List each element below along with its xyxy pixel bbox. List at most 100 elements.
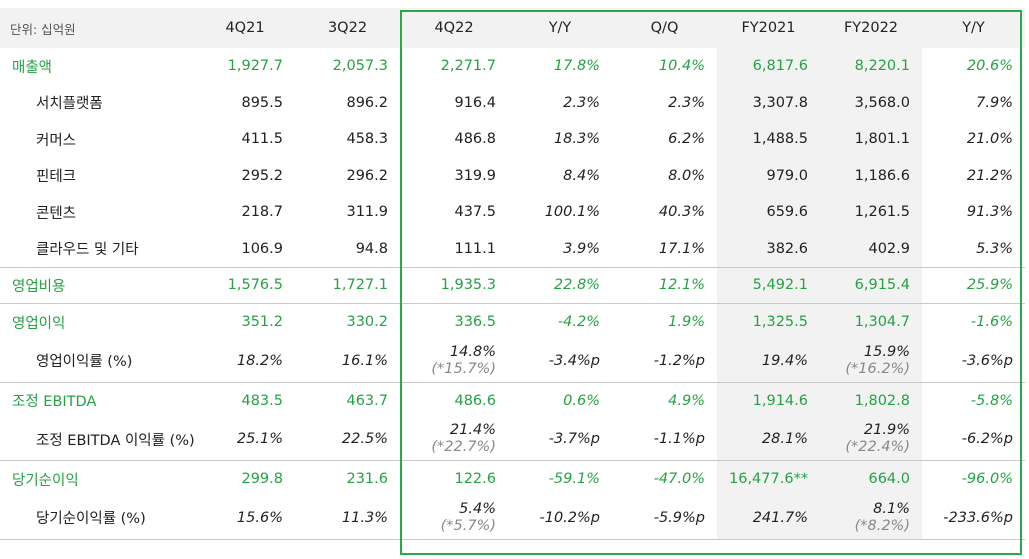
table-cell: -59.1% (508, 460, 612, 497)
table-cell: 3,568.0 (820, 84, 922, 121)
table-row: 핀테크 295.2 296.2 319.9 8.4% 8.0% 979.0 1,186.6 21… (0, 157, 1025, 194)
table-cell: 218.7 (241, 204, 283, 221)
table-cell: -3.4%p (548, 352, 600, 369)
table-cell: 22.5% (341, 431, 388, 448)
table-cell: 336.5 (400, 303, 508, 340)
table-cell: 1,576.5 (195, 266, 295, 304)
table-cell: 91.3% (966, 204, 1013, 221)
column-header: 4Q22 (400, 8, 508, 48)
column-header: Y/Y (508, 8, 612, 48)
table-cell: -1.2%p (653, 352, 705, 369)
table-cell: 1,488.5 (717, 121, 820, 158)
table-cell: 486.6 (400, 381, 508, 419)
table-cell: 10.4% (658, 58, 705, 75)
column-header: Y/Y (922, 8, 1025, 48)
table-cell: 6.2% (668, 131, 705, 148)
table-cell: 295.2 (241, 167, 283, 184)
table-cell: 94.8 (355, 240, 388, 257)
table-cell: -1.6% (922, 303, 1025, 340)
table-cell: 3.9% (563, 240, 600, 257)
column-header: 4Q21 (195, 8, 295, 48)
table-cell: 15.9% (*16.2%) (820, 340, 922, 382)
cell-value: 21.9% (863, 422, 910, 439)
table-cell: 1,802.8 (820, 381, 922, 419)
table-cell: 111.1 (454, 240, 496, 257)
table-cell: 19.4% (717, 340, 820, 382)
cell-adjusted-value: (*16.2%) (845, 360, 910, 377)
table-cell: 8.1% (*8.2%) (820, 497, 922, 540)
table-cell: 15.6% (195, 497, 295, 540)
table-cell: 25.9% (922, 266, 1025, 304)
table-cell: 5.3% (976, 240, 1013, 257)
table-cell: 231.6 (295, 460, 400, 497)
cell-value: 8.1% (873, 500, 910, 517)
table-row: 당기순이익 299.8 231.6 122.6 -59.1% -47.0% 16,477.6… (0, 460, 1025, 497)
table-row: 서치플랫폼 895.5 896.2 916.4 2.3% 2.3% 3,307.8 3,568… (0, 84, 1025, 121)
table-cell: 241.7% (717, 497, 820, 540)
table-cell: 8.4% (563, 167, 600, 184)
table-body: 매출액 1,927.7 2,057.3 2,271.7 17.8% 10.4% 6,817.… (0, 48, 1025, 540)
cell-adjusted-value: (*15.7%) (431, 360, 496, 377)
table-cell: 28.1% (717, 418, 820, 461)
table-cell: 0.6% (508, 381, 612, 419)
unit-label: 단위: 십억원 (0, 8, 195, 48)
table-row: 매출액 1,927.7 2,057.3 2,271.7 17.8% 10.4% 6,817.… (0, 48, 1025, 85)
row-label: 커머스 (36, 132, 77, 149)
table-cell: 1,186.6 (820, 157, 922, 194)
table-cell: -6.2%p (961, 431, 1013, 448)
table-cell: 1,935.3 (400, 266, 508, 304)
table-cell: 21.9% (*22.4%) (820, 418, 922, 461)
table-cell: 6,817.6 (717, 48, 820, 85)
table-cell: 18.3% (553, 131, 600, 148)
table-row: 영업이익 351.2 330.2 336.5 -4.2% 1.9% 1,325.5 1,304… (0, 303, 1025, 340)
table-cell: 1,727.1 (295, 266, 400, 304)
table-cell: 40.3% (658, 204, 705, 221)
column-header: Q/Q (612, 8, 717, 48)
table-cell: -233.6%p (922, 497, 1025, 540)
table-cell: 6,915.4 (820, 266, 922, 304)
table-cell: -10.2%p (508, 497, 612, 540)
table-cell: 21.4% (*22.7%) (400, 419, 508, 461)
row-label: 콘텐츠 (36, 205, 77, 222)
column-header: FY2021 (717, 8, 820, 48)
table-cell: 319.9 (454, 167, 496, 184)
row-label: 서치플랫폼 (36, 96, 103, 113)
table-cell: 463.7 (295, 381, 400, 419)
table-cell: 5,492.1 (717, 266, 820, 304)
table-cell: 2.3% (668, 94, 705, 111)
table-cell: 3,307.8 (717, 84, 820, 121)
table-row: 영업이익률 (%) 18.2% 16.1% 14.8% (*15.7%) -3.4%p -1… (0, 340, 1025, 382)
cell-adjusted-value: (*22.4%) (845, 439, 910, 456)
column-header: FY2022 (820, 8, 922, 48)
table-cell: 1,801.1 (820, 121, 922, 158)
table-row: 조정 EBITDA 이익률 (%) 25.1% 22.5% 21.4% (*22.7%)… (0, 418, 1025, 461)
table-cell: 5.4% (*5.7%) (400, 497, 508, 540)
table-cell: 21.0% (966, 131, 1013, 148)
table-cell: 916.4 (454, 94, 496, 111)
table-cell: 12.1% (612, 266, 717, 304)
table-cell: 1.9% (612, 303, 717, 340)
cell-adjusted-value: (*8.2%) (854, 517, 910, 534)
cell-value: 14.8% (449, 343, 496, 360)
cell-adjusted-value: (*22.7%) (431, 439, 496, 456)
table-cell: 8,220.1 (820, 48, 922, 85)
table-cell: -1.1%p (653, 431, 705, 448)
table-cell: 351.2 (195, 303, 295, 340)
table-cell: -3.7%p (548, 431, 600, 448)
table-cell: 979.0 (717, 157, 820, 194)
table-cell: 7.9% (976, 94, 1013, 111)
table-cell: 1,927.7 (227, 58, 283, 75)
table-cell: 311.9 (346, 204, 388, 221)
cell-value: 15.9% (863, 343, 910, 360)
table-cell: 296.2 (346, 167, 388, 184)
table-row: 영업비용 1,576.5 1,727.1 1,935.3 22.8% 12.1% 5,492… (0, 266, 1025, 304)
row-label: 당기순이익 (0, 460, 195, 497)
table-cell: 458.3 (346, 131, 388, 148)
financial-table: 단위: 십억원 4Q21 3Q22 4Q22 Y/Y Q/Q FY2021 FY2022 Y/Y… (0, 8, 1025, 540)
cell-adjusted-value: (*5.7%) (440, 517, 496, 534)
table-cell: 2.3% (563, 94, 600, 111)
table-cell: 896.2 (346, 94, 388, 111)
table-cell: 22.8% (508, 266, 612, 304)
table-cell: 20.6% (966, 58, 1013, 75)
